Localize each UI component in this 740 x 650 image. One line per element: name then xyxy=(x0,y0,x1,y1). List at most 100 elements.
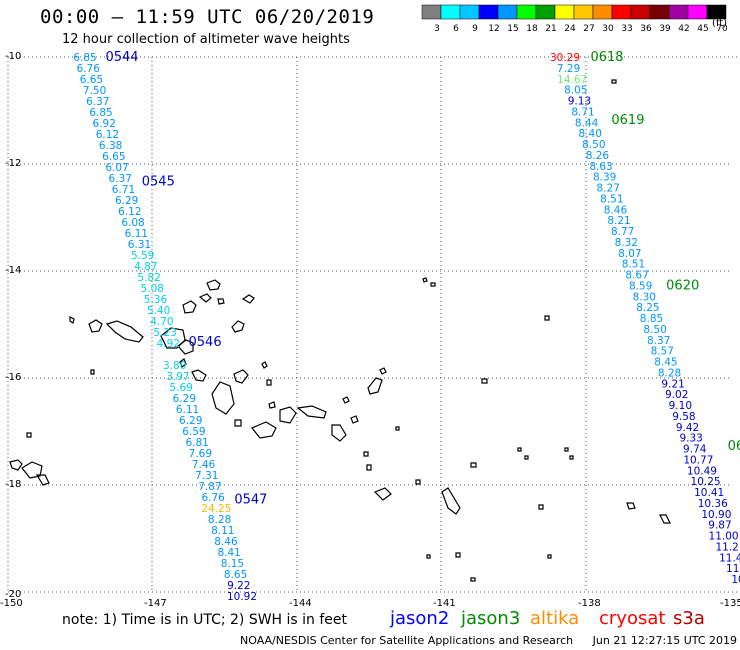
time-label: 0545 xyxy=(142,175,175,190)
wave-height-label: 11. xyxy=(726,563,740,575)
wave-height-label: 8.50 xyxy=(582,139,605,151)
scale-swatch xyxy=(649,4,670,20)
lat-tick-label: -16 xyxy=(5,372,21,383)
wave-height-label: 8.77 xyxy=(611,226,634,238)
wave-height-label: 6.65 xyxy=(80,74,103,86)
wave-height-label: 14.67 xyxy=(557,74,587,86)
wave-height-label: 8.45 xyxy=(654,357,677,369)
wave-height-label: 6.11 xyxy=(125,228,148,240)
legend-s3a: s3a xyxy=(673,608,705,629)
scale-swatch xyxy=(611,4,632,20)
wave-height-label: 10.49 xyxy=(687,465,717,477)
scale-label: 27 xyxy=(583,24,594,34)
time-label: 0546 xyxy=(189,335,222,350)
scale-swatch xyxy=(516,4,537,20)
scale-label: 39 xyxy=(659,24,671,34)
scale-label: 33 xyxy=(621,24,632,34)
wave-height-label: 6.31 xyxy=(128,239,151,251)
legend-jason2: jason2 xyxy=(390,608,450,629)
wave-height-label: 8.30 xyxy=(633,291,656,303)
wave-height-label: 10 xyxy=(731,574,740,586)
wave-height-label: 8.28 xyxy=(208,514,231,526)
credit-line: NOAA/NESDIS Center for Satellite Applica… xyxy=(240,634,737,647)
wave-height-label: 9.87 xyxy=(708,520,731,532)
wave-height-label: 11.2 xyxy=(715,541,738,553)
wave-height-label: 3.97 xyxy=(166,371,189,383)
wave-height-label: 8.71 xyxy=(571,106,594,118)
time-label: 0620 xyxy=(666,278,699,293)
wave-height-label: 5.82 xyxy=(137,272,160,284)
wave-height-label: 8.07 xyxy=(618,248,641,260)
wave-height-label: 8.37 xyxy=(647,335,670,347)
wave-height-label: 8.59 xyxy=(629,280,652,292)
wave-height-label: 6.29 xyxy=(179,415,202,427)
wave-height-label: 8.41 xyxy=(217,547,240,559)
wave-height-label: 6.12 xyxy=(118,206,141,218)
wave-height-label: 6.38 xyxy=(99,140,122,152)
wave-height-label: 8.21 xyxy=(607,215,630,227)
wave-height-label: 10.77 xyxy=(683,454,713,466)
wave-height-label: 8.50 xyxy=(643,324,666,336)
lat-lon-grid: -10 -12 -14 -16 -18 -20-150 -147 -144 -141 -138 -1… xyxy=(0,51,740,609)
wave-height-label: 9.02 xyxy=(665,389,688,401)
wave-height-label: 6.65 xyxy=(102,151,125,163)
wave-height-label: 7.69 xyxy=(189,448,212,460)
legend-cryosat: cryosat xyxy=(599,608,666,629)
legend-altika: altika xyxy=(530,608,580,629)
wave-height-label: 11.00 xyxy=(709,531,739,543)
wave-height-label: 5.08 xyxy=(141,283,164,295)
wave-height-label: 6.08 xyxy=(121,217,144,229)
time-label: 0619 xyxy=(611,113,644,128)
wave-height-label: 8.46 xyxy=(604,204,628,216)
wave-height-label: 8.85 xyxy=(640,313,663,325)
wave-height-label: 6.12 xyxy=(96,129,119,141)
lon-tick-label: -147 xyxy=(144,598,167,609)
wave-height-label: 9.10 xyxy=(669,400,692,412)
lat-tick-label: -18 xyxy=(5,479,21,490)
wave-height-label: 6.85 xyxy=(89,107,112,119)
scale-label: 9 xyxy=(472,24,478,34)
wave-height-label: 10.90 xyxy=(701,509,731,521)
wave-height-label: 5.69 xyxy=(169,382,192,394)
wave-height-label: 24.25 xyxy=(201,503,231,515)
wave-height-label: 5.23 xyxy=(153,327,176,339)
scale-swatch xyxy=(592,4,613,20)
scale-swatch xyxy=(459,4,480,20)
scale-label: 18 xyxy=(526,24,538,34)
altimeter-tracks: 6.856.766.657.506.376.856.926.126.386.65… xyxy=(73,50,740,603)
wave-height-label: 6.59 xyxy=(182,426,205,438)
lat-tick-label: -20 xyxy=(5,589,21,600)
scale-swatch xyxy=(668,4,689,20)
wave-height-label: 7.29 xyxy=(557,63,580,75)
wave-height-label: 8.40 xyxy=(579,128,602,140)
wave-height-label: 8.39 xyxy=(593,172,616,184)
scale-label: 42 xyxy=(678,24,689,34)
wave-height-label: 5.59 xyxy=(131,250,154,262)
time-label: 0618 xyxy=(590,50,623,65)
scale-label: 24 xyxy=(564,24,576,34)
wave-height-label: 5.36 xyxy=(144,294,168,306)
wave-height-label: 10.41 xyxy=(694,487,724,499)
wave-height-label: 6.11 xyxy=(176,404,199,416)
scale-swatch xyxy=(440,4,461,20)
wave-height-label: 6.92 xyxy=(93,118,116,130)
time-label: 0547 xyxy=(234,492,267,507)
wave-height-label: 6.07 xyxy=(105,162,128,174)
wave-height-label: 8.51 xyxy=(600,193,623,205)
wave-height-label: 8.46 xyxy=(214,536,238,548)
scale-label: 70 xyxy=(716,24,728,34)
wave-height-label: 10.36 xyxy=(698,498,728,510)
wave-height-label: 6.29 xyxy=(173,393,196,405)
time-label: 0544 xyxy=(105,50,138,65)
credit-org: NOAA/NESDIS Center for Satellite Applica… xyxy=(240,634,574,647)
wave-height-label: 6.76 xyxy=(77,63,101,75)
map-subtitle: 12 hour collection of altimeter wave hei… xyxy=(62,32,350,47)
wave-height-label: 8.63 xyxy=(589,161,612,173)
scale-swatch xyxy=(706,4,727,20)
lon-tick-label: -138 xyxy=(578,598,601,609)
scale-swatch xyxy=(497,4,518,20)
wave-height-label: 8.05 xyxy=(564,85,587,97)
wave-height-label: 8.44 xyxy=(575,117,599,129)
scale-label: 12 xyxy=(488,24,499,34)
